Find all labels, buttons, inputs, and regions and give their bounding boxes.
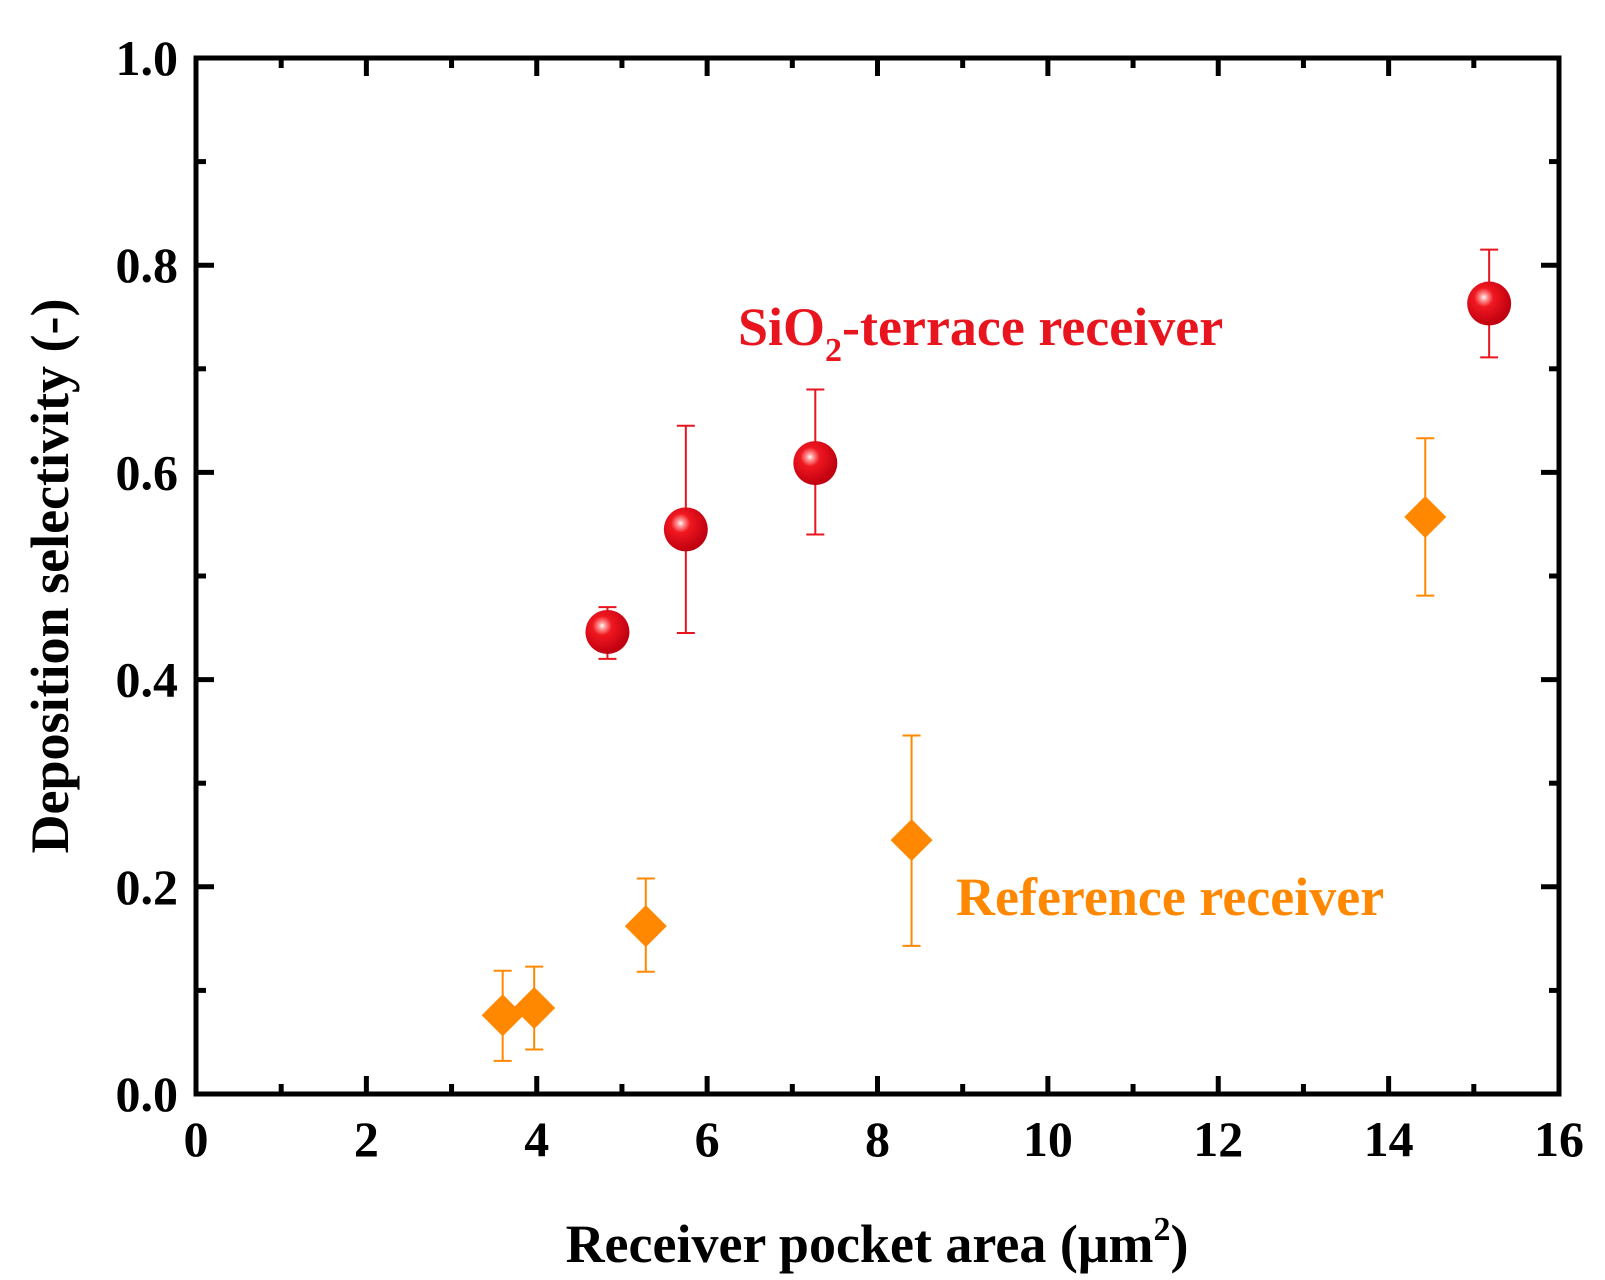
y-tick-label: 0.6 — [116, 444, 179, 500]
y-tick-label: 0.2 — [116, 859, 179, 915]
x-tick-label: 4 — [524, 1111, 549, 1167]
sphere-marker-2 — [793, 441, 838, 486]
x-axis-title-sup: 2 — [1153, 1211, 1170, 1248]
annotation-sio2-main: SiO — [738, 297, 825, 357]
y-tick-label: 0.8 — [116, 237, 179, 293]
annotation-reference: Reference receiver — [956, 867, 1384, 927]
y-axis-title: Deposition selectivity (-) — [20, 299, 80, 854]
diamond-marker-3 — [890, 819, 933, 862]
data-markers — [481, 281, 1512, 1037]
x-tick-label: 12 — [1193, 1111, 1243, 1167]
annotation-sio2-rest: -terrace receiver — [842, 297, 1223, 357]
tick-labels: 0 2 4 6 8 10 12 14 16 0.0 0.2 0.4 0.6 0.8 1.0 — [116, 30, 1585, 1167]
x-axis-title-main: Receiver pocket area (μm — [566, 1214, 1154, 1274]
x-tick-label: 10 — [1023, 1111, 1073, 1167]
sphere-marker-3 — [1467, 281, 1512, 326]
x-axis-title-end: ) — [1170, 1214, 1188, 1274]
sphere-marker-0 — [585, 609, 630, 654]
annotation-sio2-terrace: SiO2-terrace receiver — [738, 297, 1223, 369]
diamond-marker-2 — [624, 905, 667, 948]
y-tick-label: 1.0 — [116, 30, 179, 86]
x-tick-label: 14 — [1364, 1111, 1414, 1167]
y-tick-label: 0.4 — [116, 652, 179, 708]
axis-ticks — [193, 55, 1562, 1097]
diamond-marker-1 — [513, 987, 556, 1030]
x-axis-title: Receiver pocket area (μm2) — [566, 1211, 1189, 1274]
annotation-sio2-sub: 2 — [825, 332, 842, 369]
x-tick-label: 2 — [354, 1111, 379, 1167]
x-tick-label: 0 — [184, 1111, 209, 1167]
sphere-marker-1 — [663, 507, 708, 552]
x-tick-label: 6 — [695, 1111, 720, 1167]
diamond-marker-0 — [481, 994, 524, 1037]
diamond-marker-4 — [1404, 495, 1447, 538]
y-tick-label: 0.0 — [116, 1066, 179, 1122]
x-tick-label: 16 — [1534, 1111, 1584, 1167]
plot-frame — [193, 55, 1562, 1097]
x-tick-label: 8 — [865, 1111, 890, 1167]
